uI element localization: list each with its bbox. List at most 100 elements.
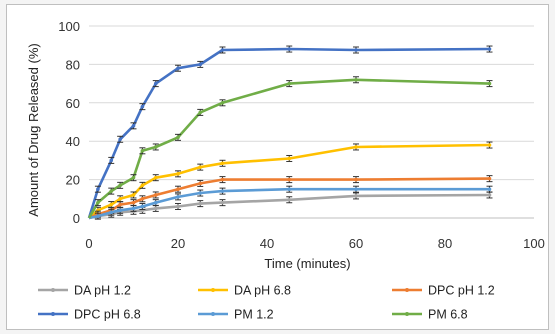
data-point xyxy=(153,81,158,86)
data-point xyxy=(287,81,292,86)
data-point xyxy=(131,200,136,205)
legend-label: PM 1.2 xyxy=(234,308,274,322)
data-point xyxy=(220,161,225,166)
data-point xyxy=(220,48,225,52)
data-point xyxy=(287,187,292,191)
series-pm-6-8 xyxy=(87,76,493,219)
data-point xyxy=(176,66,180,71)
legend: DA pH 1.2 DA pH 6.8 DPC pH 1.2 DPC pH 6.8 PM… xyxy=(38,284,495,322)
data-point xyxy=(287,197,292,202)
x-axis-title: Time (minutes) xyxy=(264,256,350,271)
data-point xyxy=(487,143,492,147)
legend-label: DA pH 6.8 xyxy=(234,284,291,298)
data-point xyxy=(109,189,114,193)
legend-item-dpc-ph-6-8: DPC pH 6.8 xyxy=(38,308,141,322)
data-point xyxy=(354,194,358,198)
data-point xyxy=(96,187,100,191)
data-point xyxy=(198,201,203,206)
data-point xyxy=(140,183,145,188)
data-point xyxy=(96,200,100,205)
y-tick-label: 80 xyxy=(66,57,80,72)
data-point xyxy=(118,208,122,213)
data-point xyxy=(220,177,225,182)
data-point xyxy=(118,183,122,188)
y-tick-label: 40 xyxy=(66,134,80,149)
axis-layer: 0 20 40 60 80 100 0 20 40 60 80 100 xyxy=(58,19,545,251)
data-point xyxy=(153,206,158,211)
data-point xyxy=(487,47,492,51)
data-point xyxy=(118,137,122,142)
data-point xyxy=(354,48,358,52)
data-point xyxy=(354,77,358,82)
x-tick-label: 100 xyxy=(523,236,545,251)
data-point xyxy=(140,104,145,109)
data-point xyxy=(109,210,114,215)
data-point xyxy=(153,145,158,149)
data-point xyxy=(131,175,136,180)
data-point xyxy=(220,200,225,205)
data-point xyxy=(487,176,492,181)
data-point xyxy=(140,149,145,153)
data-point xyxy=(354,177,358,182)
data-point xyxy=(153,175,158,180)
data-point xyxy=(220,101,225,105)
data-point xyxy=(118,202,122,207)
data-point xyxy=(287,47,292,51)
legend-item-pm-1-2: PM 1.2 xyxy=(198,308,274,322)
legend-label: PM 6.8 xyxy=(428,308,468,322)
data-point xyxy=(487,193,492,197)
data-point xyxy=(198,62,203,67)
data-point xyxy=(176,187,180,191)
data-point xyxy=(176,135,180,140)
data-point xyxy=(176,195,180,199)
data-point xyxy=(131,206,136,211)
data-point xyxy=(198,181,203,186)
data-point xyxy=(109,158,114,163)
data-point xyxy=(118,197,122,201)
y-tick-label: 0 xyxy=(73,211,80,226)
data-point xyxy=(153,193,158,197)
data-point xyxy=(131,193,136,197)
legend-item-da-ph-1-2: DA pH 1.2 xyxy=(38,284,131,298)
y-axis-title: Amount of Drug Released (%) xyxy=(26,43,41,216)
series-da-ph-6-8 xyxy=(88,141,493,219)
y-tick-label: 100 xyxy=(58,19,80,34)
data-point xyxy=(198,110,203,115)
series-line xyxy=(88,187,490,220)
legend-label: DA pH 1.2 xyxy=(74,284,131,298)
x-tick-label: 80 xyxy=(438,236,452,251)
data-point xyxy=(109,202,114,207)
y-tick-label: 60 xyxy=(66,96,80,111)
y-tick-label: 20 xyxy=(66,173,80,188)
data-point xyxy=(140,197,145,201)
series-dpc-ph-6-8 xyxy=(87,45,493,219)
data-point xyxy=(287,156,292,161)
data-point xyxy=(220,189,225,193)
data-point xyxy=(354,187,358,191)
data-point xyxy=(96,214,100,218)
data-point xyxy=(354,145,358,149)
data-point xyxy=(153,200,158,205)
x-tick-label: 0 xyxy=(85,236,92,251)
legend-label: DPC pH 6.8 xyxy=(74,308,141,322)
chart-frame xyxy=(6,4,549,330)
x-tick-label: 40 xyxy=(260,236,274,251)
legend-label: DPC pH 1.2 xyxy=(428,284,495,298)
data-point xyxy=(487,81,492,86)
series-pm-1-2 xyxy=(88,185,493,220)
x-tick-label: 20 xyxy=(171,236,185,251)
data-point xyxy=(198,191,203,195)
data-point xyxy=(198,165,203,169)
data-point xyxy=(287,177,292,182)
series-layer xyxy=(87,45,493,220)
data-point xyxy=(140,204,145,209)
legend-item-dpc-ph-1-2: DPC pH 1.2 xyxy=(392,284,495,298)
legend-item-pm-6-8: PM 6.8 xyxy=(392,308,468,322)
x-tick-label: 60 xyxy=(349,236,363,251)
data-point xyxy=(176,172,180,176)
data-point xyxy=(487,187,492,191)
data-point xyxy=(176,204,180,209)
legend-item-da-ph-6-8: DA pH 6.8 xyxy=(198,284,291,298)
data-point xyxy=(131,124,136,128)
